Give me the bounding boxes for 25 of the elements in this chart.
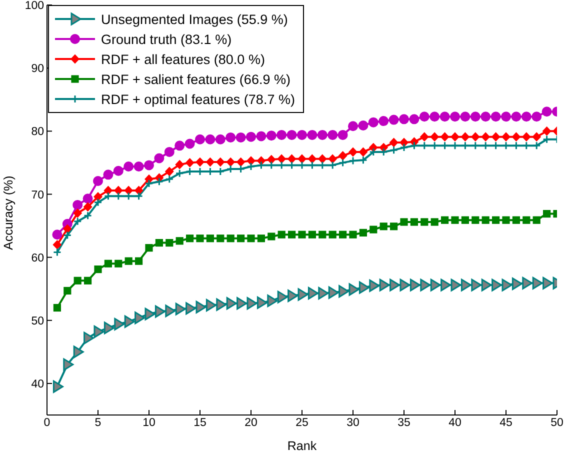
x-tick-label: 45 [500, 417, 512, 430]
x-tick-label: 30 [346, 417, 360, 430]
y-axis-title: Accuracy (%) [1, 176, 16, 250]
x-tick-label: 40 [448, 417, 462, 430]
legend-label: Unsegmented Images (55.9 %) [101, 12, 288, 26]
y-tick-label: 40 [31, 378, 44, 391]
y-tick-label: 90 [31, 63, 44, 76]
x-tick-label: 20 [244, 417, 258, 430]
legend-label: Ground truth (83.1 %) [101, 32, 232, 46]
x-tick-label: 25 [296, 417, 308, 430]
legend-label: RDF + salient features (66.9 %) [101, 72, 290, 86]
x-axis-title: Rank [287, 439, 318, 453]
legend-label: RDF + all features (80.0 %) [101, 52, 265, 66]
y-tick-label: 50 [31, 315, 44, 328]
y-tick-label: 70 [31, 189, 44, 202]
y-tick-label: 60 [31, 252, 44, 264]
y-tick-label: 80 [31, 126, 44, 138]
x-tick-label: 0 [44, 417, 50, 430]
x-tick-label: 15 [194, 417, 206, 430]
x-tick-label: 10 [142, 417, 156, 430]
x-tick-label: 5 [94, 417, 102, 430]
y-tick-label: 100 [24, 0, 44, 12]
legend-label: RDF + optimal features (78.7 %) [101, 92, 295, 106]
x-tick-label: 50 [550, 417, 564, 430]
x-tick-label: 35 [398, 417, 410, 430]
